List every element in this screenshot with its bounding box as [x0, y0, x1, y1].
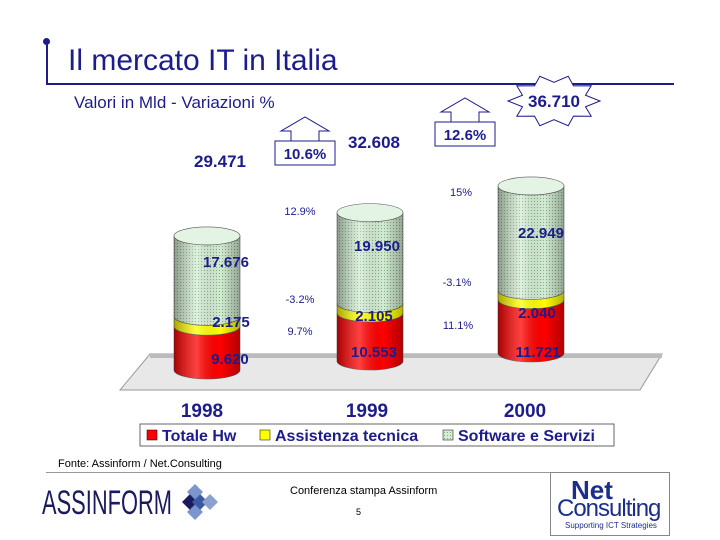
netconsulting-logo-net: Net — [571, 475, 613, 505]
netconsulting-logo: Net Consulting Supporting ICT Strategies — [550, 472, 670, 536]
legend-label-assistenza: Assistenza tecnica — [275, 428, 418, 445]
growth-hw-1998-1999: 9.7% — [287, 326, 312, 338]
bar-top-2000 — [497, 176, 565, 196]
chart-subtitle: Valori in Mld - Variazioni % — [74, 93, 275, 112]
legend-swatch-software — [442, 429, 454, 441]
total-starburst-2000 — [506, 75, 602, 127]
netconsulting-logo-tagline: Supporting ICT Strategies — [565, 521, 657, 530]
data-label-software-2000: 22.949 — [518, 225, 564, 242]
source-note: Fonte: Assinform / Net.Consulting — [58, 458, 222, 470]
chart: 9.620 2.175 17.676 10.553 2.105 19.950 11.721 2… — [118, 75, 663, 447]
assinform-logo-mark — [182, 484, 218, 520]
bar-hw-1999 — [336, 312, 404, 371]
total-label-1999: 32.608 — [348, 133, 400, 152]
total-growth-1998-1999-box — [274, 140, 336, 166]
data-label-hw-2000: 11.721 — [515, 344, 560, 361]
total-growth-1998-1999: 10.6% — [284, 146, 327, 163]
total-growth-1999-2000: 12.6% — [444, 127, 487, 144]
total-label-2000: 36.710 — [528, 92, 580, 111]
netconsulting-logo-consulting: Consulting — [557, 495, 661, 522]
data-label-hw-1998: 9.620 — [211, 351, 249, 368]
bar-hw-2000 — [497, 299, 565, 363]
data-label-assistenza-1999: 2.105 — [355, 308, 393, 325]
x-tick-label-1999: 1999 — [346, 401, 388, 422]
legend: Totale Hw Assistenza tecnica Software e … — [139, 423, 615, 447]
bar-software-2000 — [497, 185, 565, 300]
total-growth-1998-1999-arrow — [279, 116, 331, 142]
title-vertical-rule — [46, 44, 48, 84]
total-growth-1999-2000-box — [434, 121, 496, 147]
x-tick-label-2000: 2000 — [504, 401, 546, 422]
x-tick-label-1998: 1998 — [181, 401, 223, 422]
footer-rule — [46, 472, 666, 473]
legend-swatch-hw — [146, 429, 158, 441]
page-number: 5 — [356, 507, 362, 517]
bar-software-1998 — [173, 235, 241, 326]
growth-software-1998-1999: 12.9% — [284, 206, 315, 218]
total-label-1998: 29.471 — [194, 152, 246, 171]
bar-top-1999 — [336, 203, 404, 222]
growth-assistenza-1998-1999: -3.2% — [286, 294, 315, 306]
data-label-software-1999: 19.950 — [354, 238, 400, 255]
legend-label-software: Software e Servizi — [458, 428, 595, 445]
data-label-software-1998: 17.676 — [203, 254, 249, 271]
title-bullet — [43, 38, 50, 45]
data-label-assistenza-1998: 2.175 — [212, 314, 250, 331]
growth-assistenza-1999-2000: -3.1% — [443, 277, 472, 289]
total-growth-1999-2000-arrow — [439, 97, 491, 123]
legend-swatch-assistenza — [259, 429, 271, 441]
growth-hw-1999-2000: 11.1% — [443, 320, 474, 332]
assinform-logo: ASSINFORM — [42, 484, 218, 522]
growth-software-1999-2000: 15% — [450, 187, 472, 199]
conference-label: Conferenza stampa Assinform — [290, 485, 438, 497]
legend-label-hw: Totale Hw — [162, 428, 237, 445]
bar-top-1998 — [173, 226, 241, 246]
title-rule — [46, 83, 674, 85]
data-label-hw-1999: 10.553 — [351, 344, 397, 361]
legend-box — [139, 423, 615, 447]
data-label-assistenza-2000: 2.040 — [518, 305, 556, 322]
bar-software-1999 — [336, 212, 404, 313]
page-title: Il mercato IT in Italia — [68, 44, 338, 77]
assinform-logo-text: ASSINFORM — [42, 484, 172, 522]
